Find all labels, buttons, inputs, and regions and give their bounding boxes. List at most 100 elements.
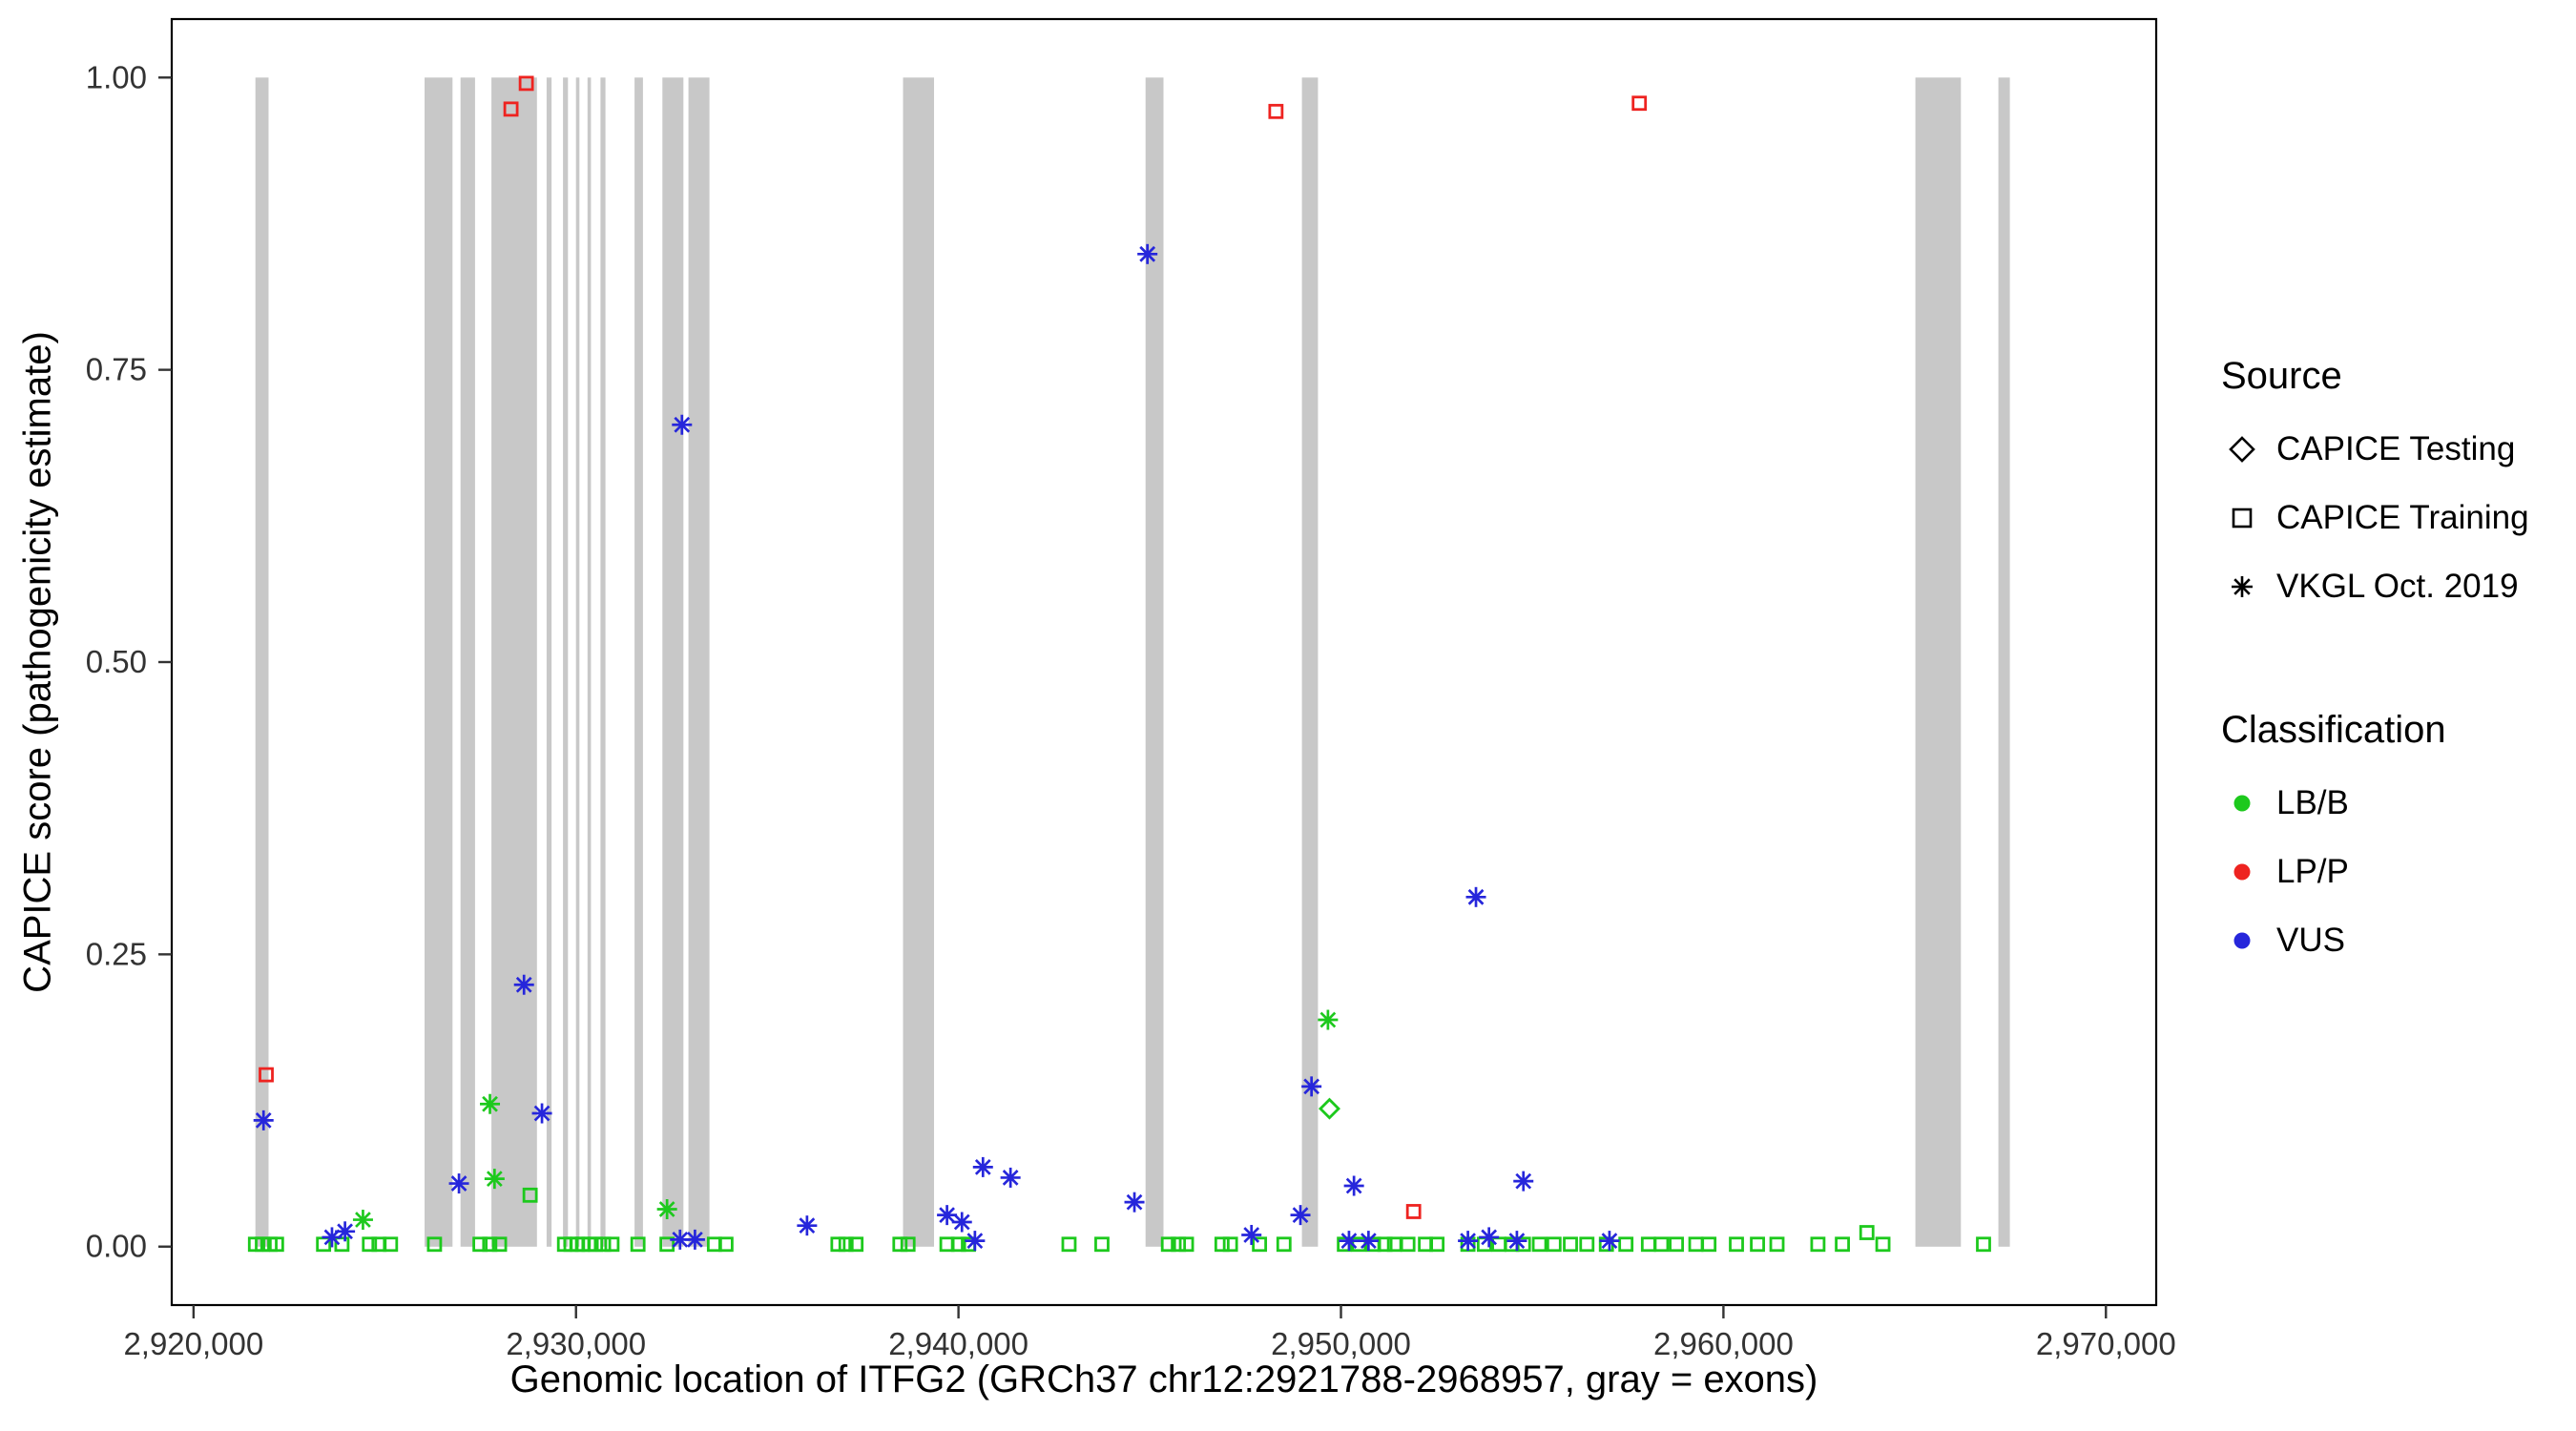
lpp-dot-icon [2233,863,2251,881]
data-point-square [1400,1236,1416,1253]
exon-bar [634,77,643,1247]
y-tick-label: 0.50 [86,644,147,679]
data-point-asterisk [674,416,691,433]
data-point-square [1669,1236,1684,1253]
data-point-square [383,1236,399,1253]
data-point-asterisk [1303,1078,1320,1095]
data-point-square [472,1236,488,1253]
data-point-asterisk [255,1111,272,1129]
data-point-square [1546,1236,1562,1253]
data-point-square [1810,1236,1826,1253]
data-point-square [1222,1236,1238,1253]
data-point-square [491,1236,508,1253]
data-point-asterisk [482,1095,498,1112]
exon-bar [903,77,934,1247]
legend-item-capice-testing: CAPICE Testing [2221,415,2574,484]
data-point-square [595,1236,612,1253]
data-point-square [482,1236,498,1253]
data-point-square [1835,1236,1850,1253]
x-axis-title: Genomic location of ITFG2 (GRCh37 chr12:… [509,1358,1818,1400]
data-point-square [1631,95,1648,112]
data-point-asterisk [1126,1193,1143,1211]
data-point-square [1563,1236,1578,1253]
data-point-square [1729,1236,1744,1253]
data-point-square [1276,1236,1292,1253]
data-point-square [1405,1204,1422,1219]
exon-bar [662,77,684,1247]
data-point-square [1653,1236,1670,1253]
legend-item-vus: VUS [2221,906,2574,975]
data-point-asterisk [658,1201,675,1217]
data-point-asterisk [687,1231,703,1248]
data-point-asterisk [1481,1229,1498,1246]
data-point-square [1688,1236,1704,1253]
legend-item-vkgl: VKGL Oct. 2019 [2221,552,2574,621]
data-point-asterisk [515,976,532,993]
lbb-dot-icon [2233,795,2251,812]
data-point-square [1618,1236,1634,1253]
data-point-square [892,1236,908,1253]
data-point-square [630,1236,646,1253]
data-point-asterisk [966,1233,984,1249]
exon-bar [1301,77,1319,1247]
y-tick-label: 0.00 [86,1229,147,1264]
data-point-square [1976,1236,1991,1253]
data-point-asterisk [1508,1233,1526,1249]
data-point-square [1252,1236,1268,1253]
legend-label: LP/P [2276,853,2349,890]
data-point-asterisk [533,1105,551,1122]
x-tick-label: 2,970,000 [2036,1326,2176,1361]
data-point-asterisk [1360,1233,1377,1249]
x-tick-label: 2,940,000 [888,1326,1028,1361]
data-point-asterisk [486,1171,503,1188]
data-point-asterisk [799,1217,816,1234]
data-point-square [518,75,534,92]
data-point-asterisk [672,1231,689,1248]
data-point-asterisk [355,1212,371,1228]
data-point-asterisk [1467,888,1485,905]
legend: Source CAPICE Testing CAPICE Training [2221,355,2574,975]
vus-dot-icon [2233,932,2251,949]
data-point-square [1859,1225,1875,1240]
y-axis-title: CAPICE score (pathogenicity estimate) [16,331,59,993]
legend-classification-title: Classification [2221,709,2446,751]
exon-bar [1145,77,1164,1247]
data-point-square [1531,1236,1548,1253]
data-point-asterisk [450,1175,467,1192]
legend-label: VUS [2276,922,2345,959]
exon-bar [688,77,710,1247]
data-point-asterisk [1292,1207,1309,1224]
exon-bar [1998,77,2010,1247]
data-point-square [588,1236,604,1253]
x-tick-label: 2,920,000 [123,1326,263,1361]
y-tick-label: 0.25 [86,936,147,971]
data-point-square [1429,1236,1445,1253]
data-point-square [259,1067,274,1083]
data-point-asterisk [1319,1011,1337,1028]
data-point-asterisk [1139,245,1156,262]
exon-bar [460,77,475,1247]
data-point-square [830,1236,846,1253]
data-point-square [1701,1236,1717,1253]
x-tick-label: 2,930,000 [506,1326,646,1361]
exon-bar [255,77,269,1247]
data-point-square [1377,1236,1393,1253]
data-point-square [1268,103,1284,119]
data-point-square [1171,1236,1187,1253]
data-point-square [1769,1236,1785,1253]
diamond-icon [2229,436,2255,463]
data-point-square [1160,1236,1176,1253]
data-point-asterisk [1601,1233,1618,1249]
exon-bar [546,77,552,1247]
y-tick-label: 0.75 [86,352,147,387]
legend-source-title: Source [2221,355,2342,397]
data-point-square [1875,1236,1891,1253]
data-point-square [1094,1236,1110,1253]
data-point-diamond [1319,1097,1340,1120]
data-point-asterisk [1515,1172,1532,1190]
exon-bar [587,77,592,1247]
exon-bar [1915,77,1962,1247]
data-point-square [503,101,519,117]
